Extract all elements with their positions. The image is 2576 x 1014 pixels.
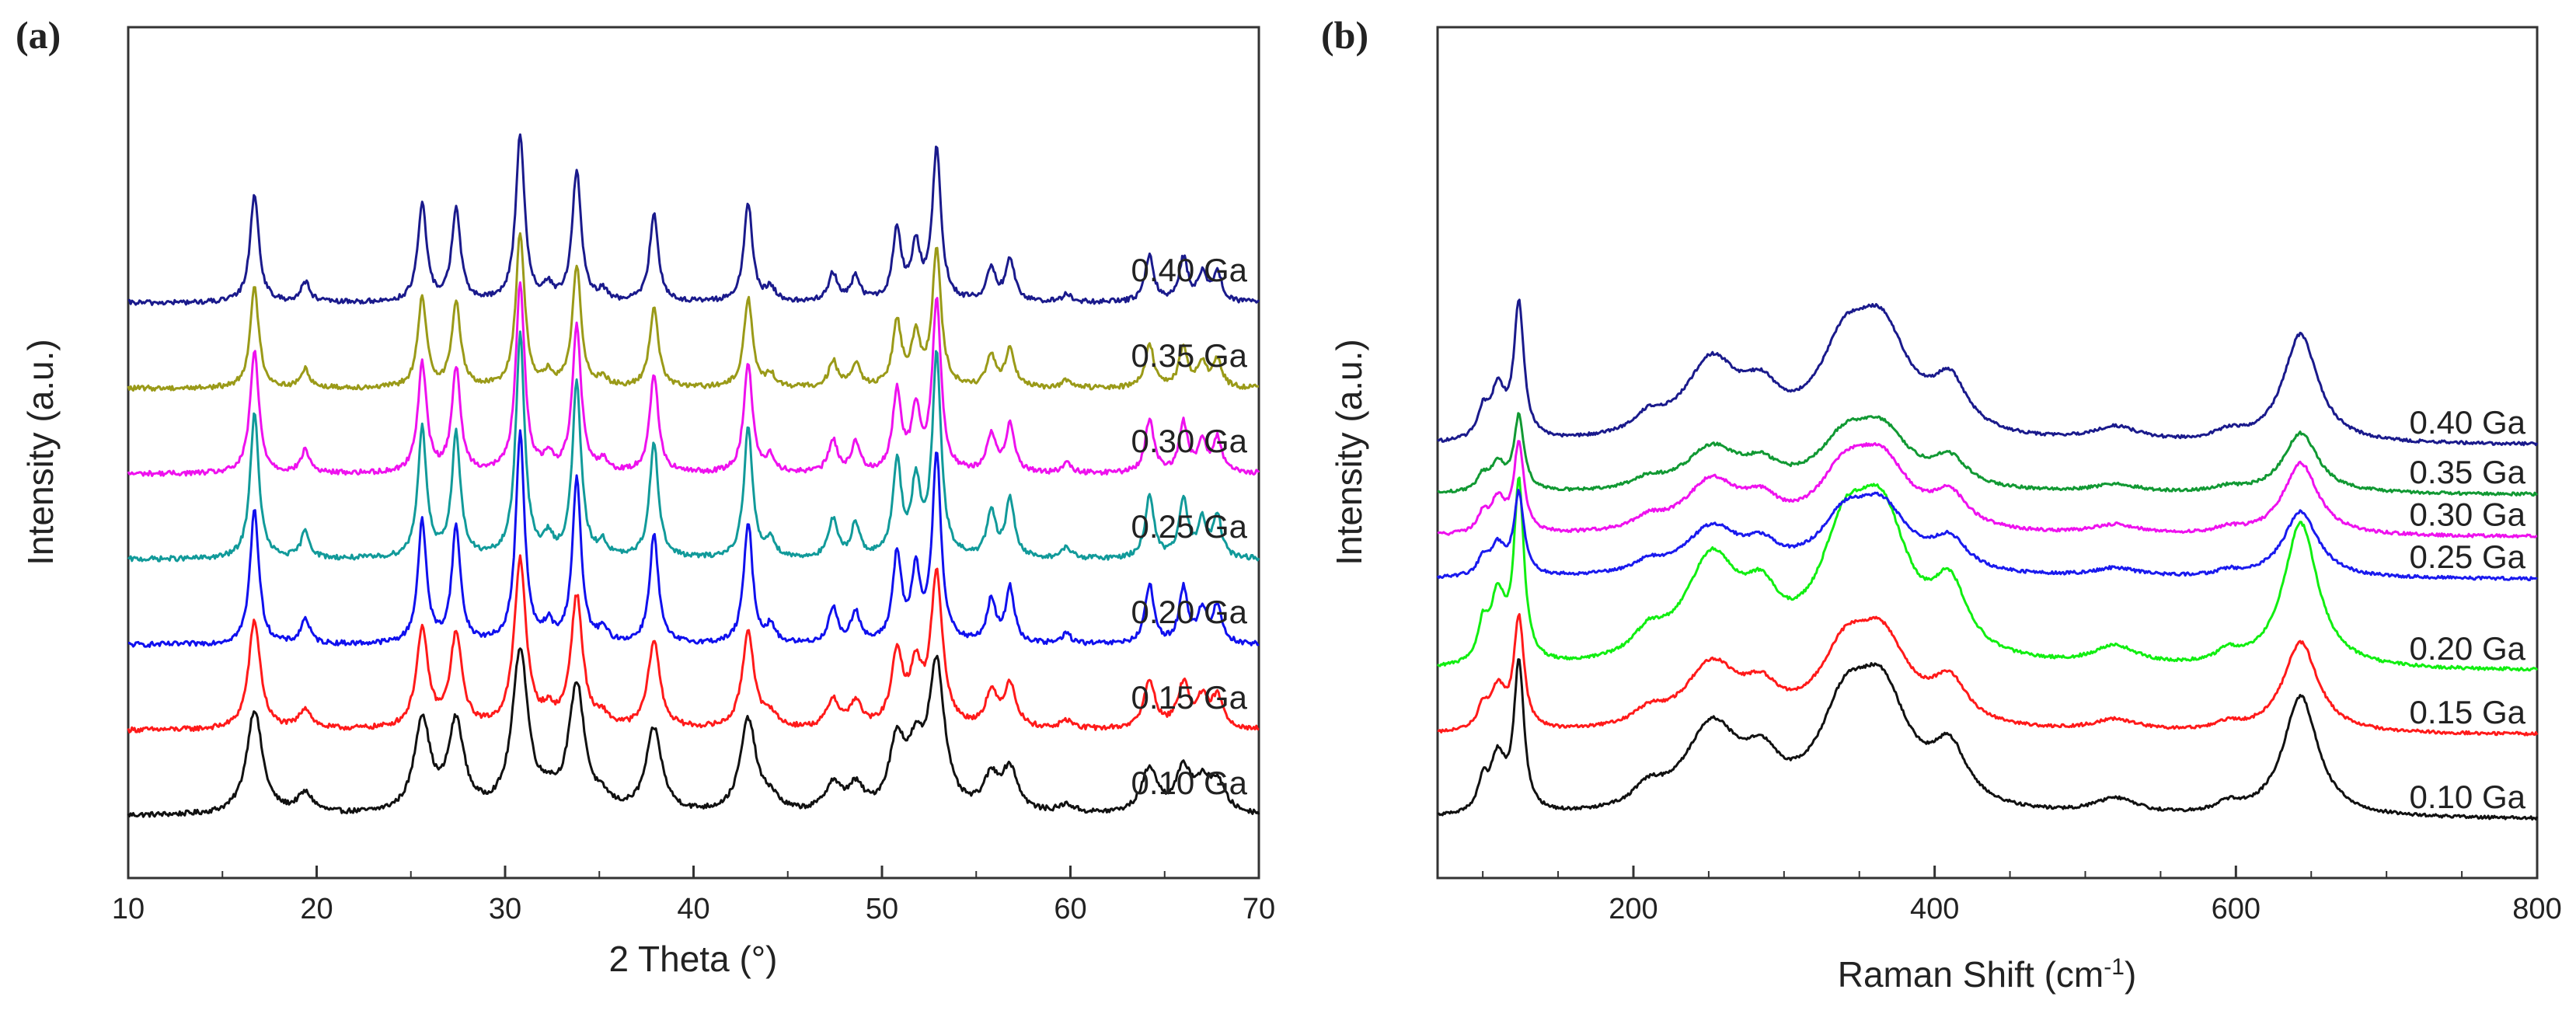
panel-b-label: (b) bbox=[1321, 13, 1368, 57]
series-line-0-40-Ga bbox=[1437, 298, 2539, 447]
panel-a-y-axis-title: Intensity (a.u.) bbox=[20, 339, 61, 565]
x-tick-label: 40 bbox=[677, 893, 709, 925]
panel-b-x-axis-title-sup: -1 bbox=[2104, 954, 2125, 980]
series-line-0-40-Ga bbox=[127, 133, 1260, 306]
series-line-0-30-Ga bbox=[1437, 440, 2538, 538]
series-line-0-35-Ga bbox=[1437, 412, 2539, 497]
panel-b-series-labels: 0.10 Ga 0.15 Ga 0.20 Ga 0.25 Ga 0.30 Ga 0.35 … bbox=[2410, 404, 2526, 815]
series-line-0-15-Ga bbox=[127, 554, 1260, 733]
series-line-0-25-Ga bbox=[1436, 489, 2538, 582]
series-label: 0.35 Ga bbox=[1131, 337, 1248, 374]
series-line-0-30-Ga bbox=[127, 281, 1260, 477]
panel-b-series bbox=[1436, 298, 2539, 821]
panel-b-plot-frame bbox=[1436, 26, 2539, 880]
x-tick-label: 20 bbox=[300, 893, 333, 925]
panel-b-x-axis-title-main: Raman Shift (cm bbox=[1838, 954, 2104, 995]
panel-b-x-axis-title: Raman Shift (cm-1) bbox=[1838, 954, 2137, 995]
series-line-0-35-Ga bbox=[127, 232, 1260, 392]
x-tick-label: 70 bbox=[1243, 893, 1275, 925]
panel-a-series-labels: 0.10 Ga 0.15 Ga 0.20 Ga 0.25 Ga 0.30 Ga 0.35 … bbox=[1131, 252, 1248, 801]
panel-b-x-ticks: 200 400 600 800 bbox=[1482, 866, 2562, 925]
panel-b-x-axis-title-end: ) bbox=[2125, 954, 2136, 995]
series-label: 0.15 Ga bbox=[1131, 679, 1248, 716]
panel-a-x-axis-title: 2 Theta (°) bbox=[609, 939, 778, 979]
series-label: 0.35 Ga bbox=[2410, 454, 2526, 490]
x-tick-label: 60 bbox=[1054, 893, 1086, 925]
series-label: 0.15 Ga bbox=[2410, 694, 2526, 730]
panel-a-x-ticks: 10 20 30 40 50 60 70 bbox=[112, 866, 1275, 925]
x-tick-label: 30 bbox=[489, 893, 521, 925]
series-line-0-20-Ga bbox=[127, 429, 1260, 648]
series-label: 0.10 Ga bbox=[2410, 779, 2526, 815]
x-tick-label: 800 bbox=[2512, 893, 2561, 925]
x-tick-label: 50 bbox=[866, 893, 898, 925]
panel-a-series bbox=[127, 133, 1260, 818]
series-line-0-15-Ga bbox=[1437, 613, 2539, 737]
x-tick-label: 400 bbox=[1910, 893, 1959, 925]
series-label: 0.25 Ga bbox=[1131, 508, 1248, 545]
panel-a-plot-frame bbox=[127, 26, 1260, 880]
series-label: 0.10 Ga bbox=[1131, 765, 1248, 801]
panel-b-y-axis-title: Intensity (a.u.) bbox=[1329, 339, 1369, 565]
x-tick-label: 200 bbox=[1609, 893, 1657, 925]
x-tick-label: 10 bbox=[112, 893, 145, 925]
series-line-0-10-Ga bbox=[1437, 658, 2539, 821]
x-tick-label: 600 bbox=[2212, 893, 2261, 925]
series-label: 0.20 Ga bbox=[2410, 630, 2526, 667]
panel-a-label: (a) bbox=[16, 13, 61, 57]
series-label: 0.40 Ga bbox=[2410, 404, 2526, 441]
series-line-0-10-Ga bbox=[127, 647, 1260, 818]
panel-b-raman: (b) 200 400 600 800 0.10 Ga0.15 Ga0.20 Ga0.… bbox=[1321, 13, 2562, 995]
series-label: 0.20 Ga bbox=[1131, 594, 1248, 630]
series-line-0-25-Ga bbox=[127, 330, 1260, 563]
series-line-0-20-Ga bbox=[1436, 476, 2539, 672]
series-label: 0.25 Ga bbox=[2410, 538, 2526, 575]
series-label: 0.30 Ga bbox=[2410, 496, 2526, 532]
series-label: 0.30 Ga bbox=[1131, 423, 1248, 459]
panel-a-xrd: (a) 10 20 30 40 50 60 70 0.10 Ga 0.15 Ga 0.20 Ga… bbox=[16, 13, 1275, 979]
series-label: 0.40 Ga bbox=[1131, 252, 1248, 288]
